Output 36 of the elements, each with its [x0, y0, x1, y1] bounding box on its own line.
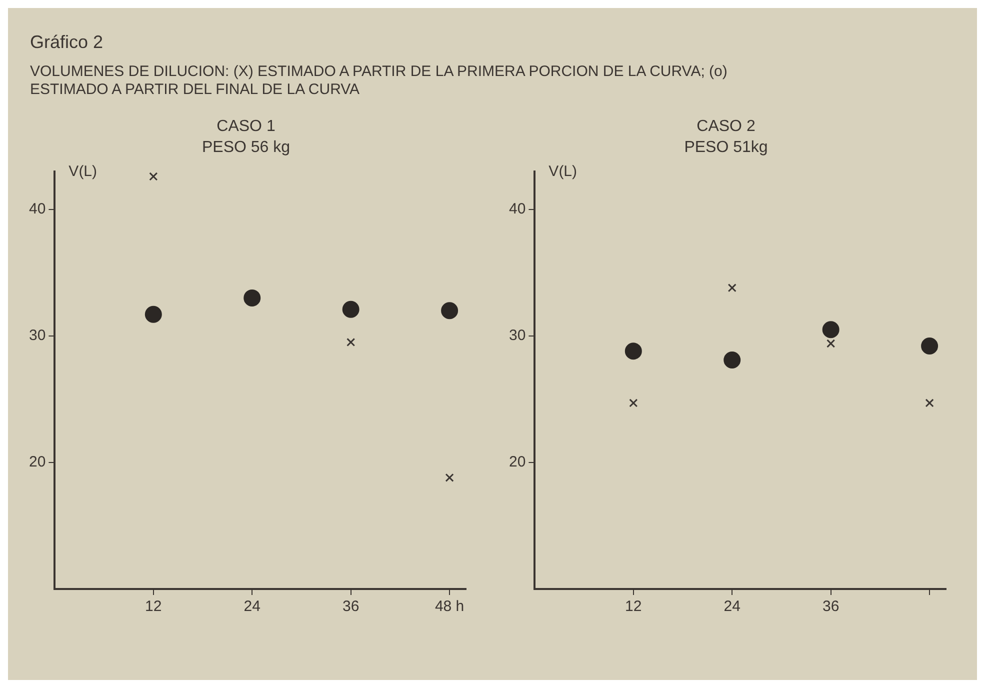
point: [822, 321, 840, 338]
chart-subtitle: PESO 56 kg: [202, 139, 290, 156]
y-tick-label: 30: [28, 327, 46, 344]
x-tick-label: 12: [625, 598, 642, 616]
y-tick-label: 30: [508, 327, 526, 344]
point: [826, 339, 836, 348]
point: [441, 302, 458, 320]
point: [149, 172, 158, 181]
x-tick-label: 24: [244, 598, 260, 616]
y-tick-label: 20: [28, 454, 46, 471]
x-tick-label: 24: [724, 598, 740, 616]
x-tick-label: 36: [822, 598, 840, 616]
text: Gráfico 2: [30, 32, 104, 53]
point: [925, 398, 934, 408]
point: [244, 289, 261, 306]
point: [921, 338, 938, 355]
point: [724, 351, 741, 368]
y-axis-title: V(L): [548, 163, 578, 180]
chart-title: CASO 2: [696, 118, 756, 136]
text: VOLUMENES DE DILUCION: (X) ESTIMADO A PARTIR DE LA PRIMERA PORCION DE LA CURVA; (o) ESTIMADO A PARTIR DEL FINAL DE LA CURVA: [30, 63, 728, 99]
point: [445, 473, 454, 482]
y-axis-title: V(L): [68, 163, 98, 180]
point: [728, 284, 736, 292]
point: [144, 306, 162, 323]
chart-title: CASO 1: [216, 118, 276, 136]
y-tick-label: 20: [508, 454, 526, 471]
point: [342, 300, 360, 318]
y-tick-label: 40: [508, 200, 526, 218]
x-tick-label: 48 h: [434, 598, 464, 616]
point: [629, 398, 638, 408]
y-tick-label: 40: [28, 200, 46, 218]
point: [624, 342, 642, 360]
x-tick-label: 12: [145, 598, 162, 616]
x-tick-label: 36: [342, 598, 360, 616]
chart-subtitle: PESO 51kg: [684, 139, 768, 156]
point: [346, 338, 356, 347]
